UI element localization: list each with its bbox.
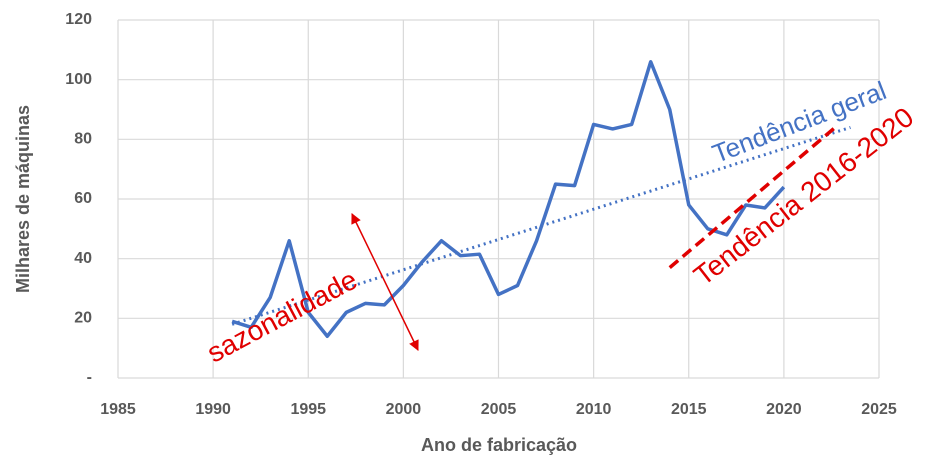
plot-area: - 20 40 60 80 100 120 1985 1990 1995 2000 2005 2010 2… <box>65 11 897 418</box>
x-tick-label: 1985 <box>100 401 136 418</box>
x-tick-label: 1995 <box>290 401 326 418</box>
y-tick-label: 100 <box>65 71 92 88</box>
x-tick-label: 2015 <box>671 401 707 418</box>
x-axis-title: Ano de fabricação <box>421 435 577 455</box>
x-tick-label: 2020 <box>766 401 802 418</box>
x-tick-label: 2000 <box>386 401 422 418</box>
y-tick-label: 40 <box>74 250 92 267</box>
x-tick-label: 2005 <box>481 401 517 418</box>
y-axis-title: Milhares de máquinas <box>13 105 33 293</box>
annotation: sazonalidade <box>202 264 362 369</box>
x-tick-label: 2025 <box>861 401 897 418</box>
x-tick-label: 2010 <box>576 401 612 418</box>
y-tick-label: 120 <box>65 11 92 28</box>
y-tick-label: 80 <box>74 131 92 148</box>
y-tick-label: 20 <box>74 310 92 327</box>
y-tick-label: - <box>87 369 92 386</box>
trend-line <box>668 126 837 269</box>
y-tick-label: 60 <box>74 190 92 207</box>
x-tick-label: 1990 <box>195 401 231 418</box>
data-line <box>231 60 786 338</box>
seasonality-arrow <box>351 213 419 351</box>
